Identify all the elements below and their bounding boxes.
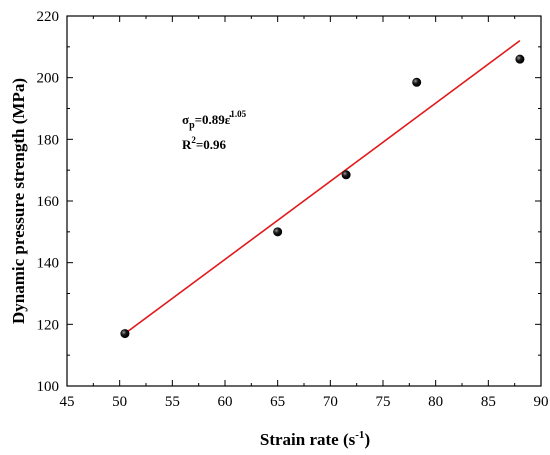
x-tick-label: 70 xyxy=(323,394,338,410)
y-tick-label: 160 xyxy=(37,194,60,210)
fit-equation: σp=0.89ε̇1.05 xyxy=(182,109,247,131)
x-tick-label: 75 xyxy=(376,394,391,410)
x-tick-label: 55 xyxy=(165,394,180,410)
y-tick-label: 120 xyxy=(37,317,60,333)
x-tick-label: 65 xyxy=(270,394,285,410)
x-tick-label: 50 xyxy=(112,394,127,410)
data-point xyxy=(120,329,130,339)
y-tick-label: 180 xyxy=(37,132,60,148)
fit-line xyxy=(124,40,521,335)
x-tick-label: 60 xyxy=(218,394,233,410)
y-tick-label: 140 xyxy=(37,256,60,272)
x-tick-label: 90 xyxy=(534,394,549,410)
x-axis-title: Strain rate (s-1) xyxy=(260,429,370,449)
y-tick-label: 200 xyxy=(37,71,60,87)
r-squared: R2=0.96 xyxy=(182,135,227,152)
x-tick-label: 85 xyxy=(481,394,496,410)
data-point xyxy=(412,77,422,87)
data-point xyxy=(341,170,351,180)
y-tick-label: 220 xyxy=(37,9,60,25)
y-tick-label: 100 xyxy=(37,379,60,395)
data-point xyxy=(273,227,283,237)
data-point xyxy=(515,54,525,64)
y-axis-title: Dynamic pressure strength (MPa) xyxy=(9,78,28,324)
x-tick-label: 45 xyxy=(60,394,75,410)
x-tick-label: 80 xyxy=(428,394,443,410)
